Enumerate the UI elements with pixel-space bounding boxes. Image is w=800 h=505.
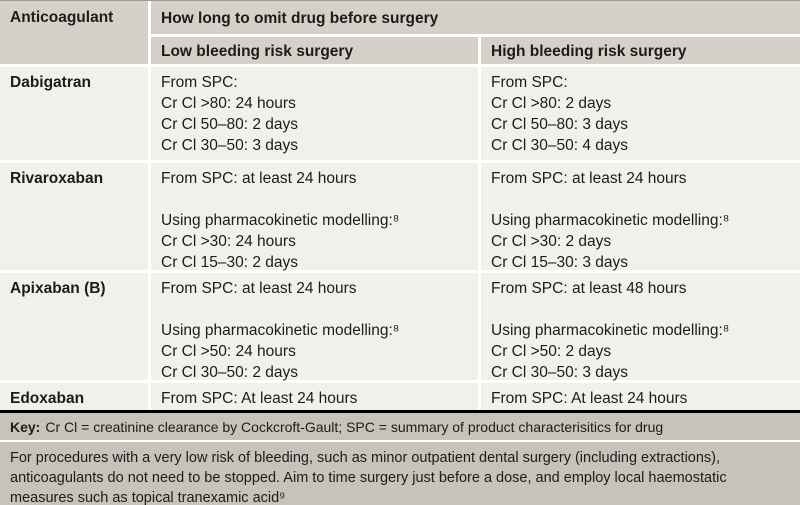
cell-dabigatran-low-risk: From SPC: Cr Cl >80: 24 hours Cr Cl 50–8… (151, 67, 478, 160)
cell-edoxaban-low-risk: From SPC: At least 24 hours (151, 383, 478, 410)
cell-rivaroxaban-high-risk: From SPC: at least 24 hours Using pharma… (481, 163, 800, 271)
key-label: Key: (10, 418, 41, 435)
table-grid: Anticoagulant How long to omit drug befo… (0, 1, 800, 410)
drug-name-dabigatran: Dabigatran (0, 67, 148, 160)
subheader-high-risk: High bleeding risk surgery (481, 37, 800, 64)
note-bar: For procedures with a very low risk of b… (0, 442, 800, 505)
key-text: Cr Cl = creatinine clearance by Cockcrof… (45, 418, 664, 435)
cell-text: From SPC: at least 24 hours Using pharma… (161, 280, 400, 381)
table-footer-divider (0, 410, 800, 413)
header-anticoagulant-label: Anticoagulant (10, 9, 114, 26)
cell-text: From SPC: At least 24 hours (161, 390, 358, 407)
cell-edoxaban-high-risk: From SPC: At least 24 hours (481, 383, 800, 410)
drug-name-rivaroxaban: Rivaroxaban (0, 163, 148, 270)
cell-rivaroxaban-low-risk: From SPC: at least 24 hours Using pharma… (151, 163, 478, 271)
footer-separator (0, 440, 800, 442)
subheader-low-risk: Low bleeding risk surgery (151, 37, 478, 64)
cell-text: From SPC: at least 48 hours Using pharma… (491, 280, 730, 381)
cell-text: From SPC: at least 24 hours Using pharma… (161, 170, 400, 271)
drug-name-edoxaban: Edoxaban (0, 383, 148, 410)
note-text: For procedures with a very low risk of b… (10, 450, 727, 505)
table-header-duration: How long to omit drug before surgery (151, 1, 800, 34)
cell-text: From SPC: Cr Cl >80: 2 days Cr Cl 50–80:… (491, 74, 628, 154)
cell-text: From SPC: at least 24 hours Using pharma… (491, 170, 730, 271)
header-duration-label: How long to omit drug before surgery (161, 9, 439, 27)
drug-name-apixaban: Apixaban (B) (0, 273, 148, 380)
cell-dabigatran-high-risk: From SPC: Cr Cl >80: 2 days Cr Cl 50–80:… (481, 67, 800, 160)
cell-apixaban-low-risk: From SPC: at least 24 hours Using pharma… (151, 273, 478, 381)
cell-text: From SPC: At least 24 hours (491, 390, 688, 407)
subheader-high-risk-label: High bleeding risk surgery (491, 42, 687, 60)
table-header-anticoagulant: Anticoagulant (0, 1, 148, 64)
cell-apixaban-high-risk: From SPC: at least 48 hours Using pharma… (481, 273, 800, 381)
key-bar: Key: Cr Cl = creatinine clearance by Coc… (0, 413, 800, 440)
cell-text: From SPC: Cr Cl >80: 24 hours Cr Cl 50–8… (161, 74, 298, 154)
subheader-low-risk-label: Low bleeding risk surgery (161, 42, 354, 60)
